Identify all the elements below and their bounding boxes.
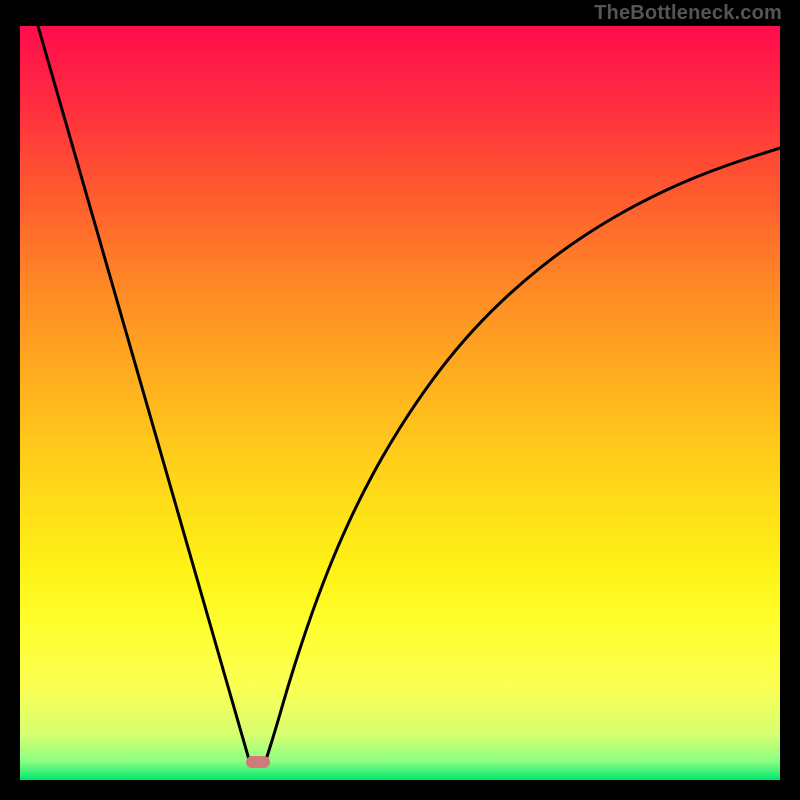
minimum-marker: [246, 756, 270, 768]
bottleneck-curve: [20, 26, 780, 780]
chart-frame: TheBottleneck.com: [0, 0, 800, 800]
watermark-text: TheBottleneck.com: [594, 2, 782, 25]
plot-area: [20, 26, 780, 780]
